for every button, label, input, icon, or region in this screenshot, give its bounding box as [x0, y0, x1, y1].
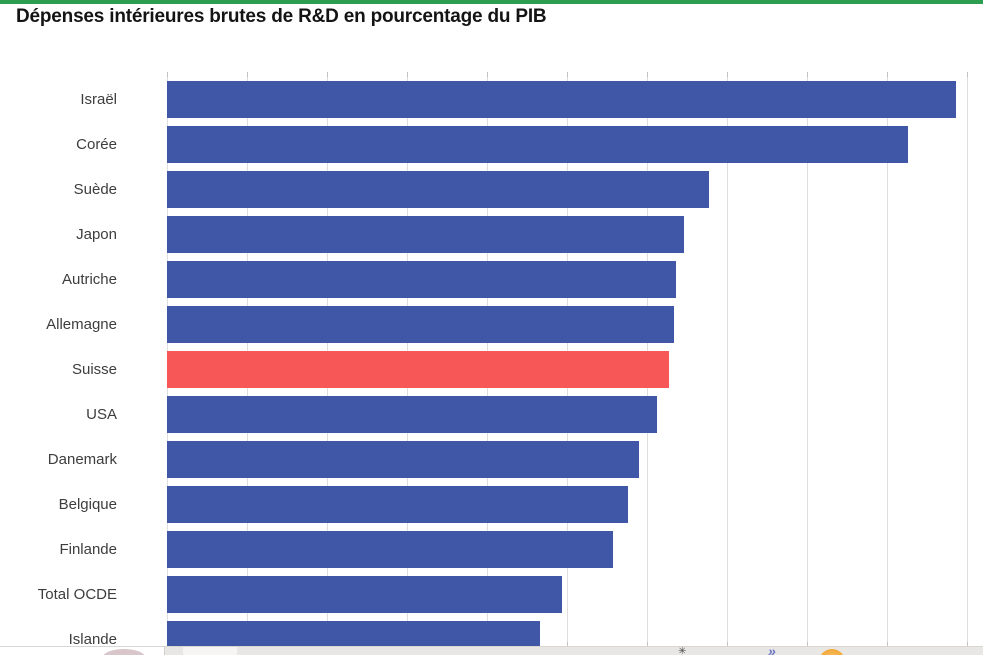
axis-tick-bottom	[967, 642, 968, 647]
top-accent-bar	[0, 0, 983, 4]
axis-tick-top	[807, 72, 808, 77]
chart-bar[interactable]	[167, 216, 684, 253]
category-label: Suisse	[71, 360, 117, 378]
axis-tick-top	[967, 72, 968, 77]
category-label: Suède	[73, 180, 117, 198]
chart-bar[interactable]	[167, 576, 563, 613]
category-label: Danemark	[47, 450, 117, 468]
plot-area	[167, 72, 968, 655]
category-label: Total OCDE	[37, 585, 117, 603]
gridline	[967, 72, 968, 647]
bottom-left-tab[interactable]	[0, 647, 165, 655]
chart-bar[interactable]	[167, 81, 956, 118]
chart-title: Dépenses intérieures brutes de R&D en po…	[16, 6, 547, 27]
chart-bar[interactable]	[167, 441, 639, 478]
category-labels: Israël Corée Suède Japon Autriche Allemagne Su…	[0, 72, 117, 648]
axis-tick-bottom	[567, 642, 568, 647]
orange-circle-icon[interactable]	[819, 649, 845, 655]
category-label: USA	[86, 405, 117, 423]
chart-bar[interactable]	[167, 261, 676, 298]
category-label: Japon	[76, 225, 117, 243]
category-label: Islande	[68, 630, 117, 648]
category-label: Israël	[80, 90, 117, 108]
bottom-bar: ✳ »	[0, 646, 983, 655]
sparkle-icon[interactable]: ✳	[678, 646, 687, 655]
category-label: Belgique	[58, 495, 117, 513]
chart-bar[interactable]	[167, 171, 710, 208]
gridline	[727, 72, 728, 647]
axis-tick-bottom	[727, 642, 728, 647]
axis-tick-top	[727, 72, 728, 77]
category-label: Corée	[76, 135, 117, 153]
axis-tick-bottom	[807, 642, 808, 647]
axis-tick-bottom	[887, 642, 888, 647]
chart-bar[interactable]	[167, 351, 670, 388]
chart-bar[interactable]	[167, 396, 657, 433]
double-chevron-icon[interactable]: »	[768, 646, 777, 655]
axis-tick-top	[487, 72, 488, 77]
chart-bar[interactable]	[167, 126, 908, 163]
chart-bar[interactable]	[167, 306, 675, 343]
axis-tick-top	[327, 72, 328, 77]
category-label: Allemagne	[46, 315, 117, 333]
axis-tick-top	[167, 72, 168, 77]
axis-tick-top	[567, 72, 568, 77]
axis-tick-top	[647, 72, 648, 77]
axis-tick-top	[407, 72, 408, 77]
axis-tick-top	[247, 72, 248, 77]
mountain-logo-icon	[103, 649, 145, 655]
axis-tick-top	[887, 72, 888, 77]
chart-bar[interactable]	[167, 486, 628, 523]
gridline	[807, 72, 808, 647]
category-label: Finlande	[59, 540, 117, 558]
gridline	[887, 72, 888, 647]
category-label: Autriche	[61, 270, 117, 288]
axis-tick-bottom	[647, 642, 648, 647]
chart-bar[interactable]	[167, 531, 614, 568]
bottom-bar-segment	[183, 647, 237, 655]
